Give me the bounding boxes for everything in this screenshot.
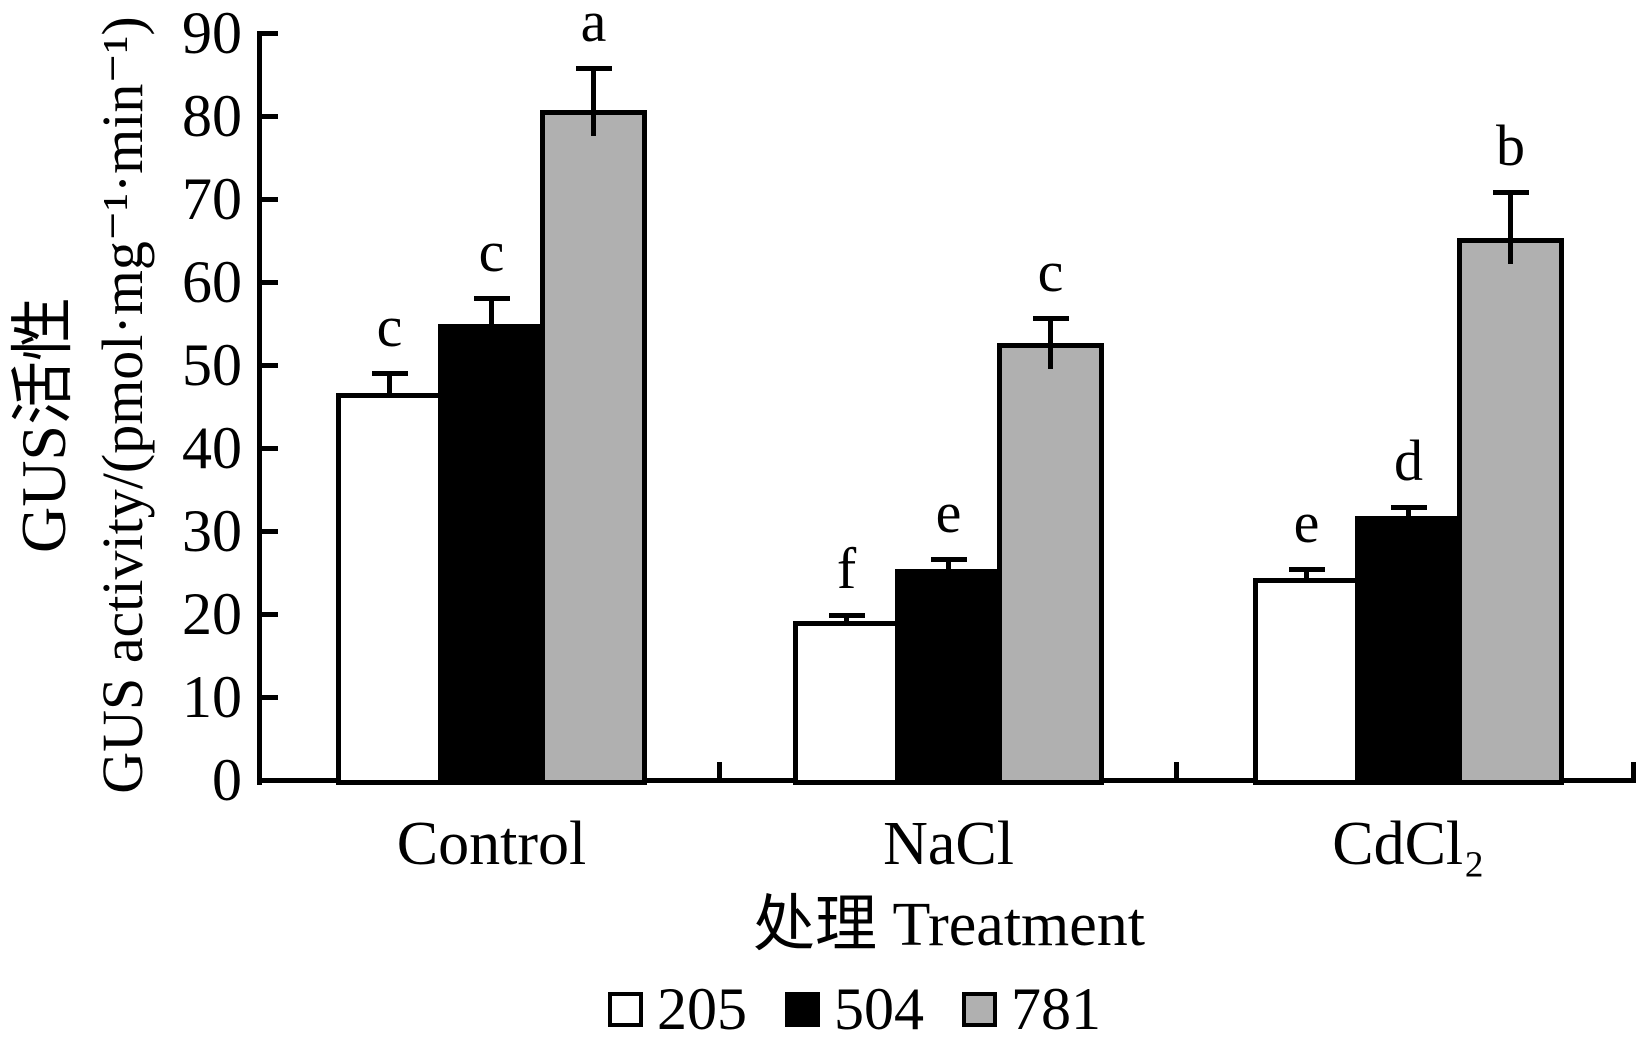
category-label: NaCl <box>883 810 1014 878</box>
bar <box>540 110 647 785</box>
error-bar-cap <box>1288 567 1325 573</box>
y-tick <box>262 197 278 202</box>
legend-swatch <box>608 991 643 1027</box>
error-bar-cap <box>930 557 967 563</box>
y-tick-label: 60 <box>182 249 242 315</box>
y-tick-label: 20 <box>182 581 242 647</box>
error-bar-cap <box>473 295 510 301</box>
significance-letter: c <box>1037 238 1064 304</box>
error-bar-cap <box>828 612 865 618</box>
y-tick-label: 50 <box>182 332 242 398</box>
x-tick <box>1174 762 1179 780</box>
error-bar-stem <box>946 559 951 575</box>
y-tick-label: 80 <box>182 83 242 149</box>
error-bar-stem <box>591 67 596 137</box>
error-bar-stem <box>1508 192 1513 264</box>
error-bar-cap <box>1492 190 1529 196</box>
y-tick <box>262 114 278 119</box>
y-tick <box>262 280 278 285</box>
legend-label: 504 <box>834 976 924 1042</box>
bar <box>438 324 545 785</box>
bar <box>997 342 1104 785</box>
legend-label: 781 <box>1011 976 1101 1042</box>
legend-item: 205 <box>608 978 747 1040</box>
x-axis-title: 处理 Treatment <box>752 891 1146 959</box>
significance-letter: a <box>580 0 607 54</box>
y-tick <box>262 612 278 617</box>
category-label: CdCl₂ <box>1332 810 1485 878</box>
significance-letter: d <box>1394 427 1423 493</box>
error-bar-cap <box>371 371 408 377</box>
legend-swatch <box>785 991 820 1027</box>
error-bar-stem <box>1304 569 1309 584</box>
bar <box>1457 238 1564 785</box>
x-tick <box>1631 762 1636 780</box>
bar <box>336 393 443 785</box>
y-tick <box>262 446 278 451</box>
error-bar-stem <box>1406 506 1411 522</box>
error-bar-stem <box>844 614 849 626</box>
y-tick-label: 70 <box>182 166 242 232</box>
significance-letter: f <box>836 535 857 601</box>
error-bar-cap <box>575 65 612 71</box>
error-bar-cap <box>1032 315 1069 321</box>
y-tick-label: 90 <box>182 0 242 66</box>
bar <box>1355 516 1462 785</box>
error-bar-stem <box>387 373 392 399</box>
significance-letter: c <box>478 218 505 284</box>
y-tick-label: 40 <box>182 415 242 481</box>
bar <box>895 569 1002 785</box>
bar <box>1253 578 1360 785</box>
y-tick-label: 10 <box>182 664 242 730</box>
error-bar-cap <box>1390 504 1427 510</box>
y-tick-label: 0 <box>212 747 242 813</box>
y-tick <box>262 31 278 36</box>
significance-letter: b <box>1496 113 1525 179</box>
legend-label: 205 <box>657 976 747 1042</box>
bar <box>793 620 900 785</box>
significance-letter: e <box>935 480 962 546</box>
y-tick <box>262 529 278 534</box>
error-bar-stem <box>489 297 494 330</box>
y-axis-line <box>257 31 262 785</box>
legend-swatch <box>962 991 997 1027</box>
legend-item: 504 <box>785 978 924 1040</box>
legend: 205 504 781 <box>36 978 1637 1040</box>
legend-item: 781 <box>962 978 1101 1040</box>
y-tick <box>262 363 278 368</box>
x-tick <box>717 762 722 780</box>
y-tick <box>262 695 278 700</box>
y-tick-label: 30 <box>182 498 242 564</box>
significance-letter: e <box>1293 490 1320 556</box>
significance-letter: c <box>376 294 403 360</box>
category-label: Control <box>396 810 587 878</box>
error-bar-stem <box>1048 317 1053 369</box>
